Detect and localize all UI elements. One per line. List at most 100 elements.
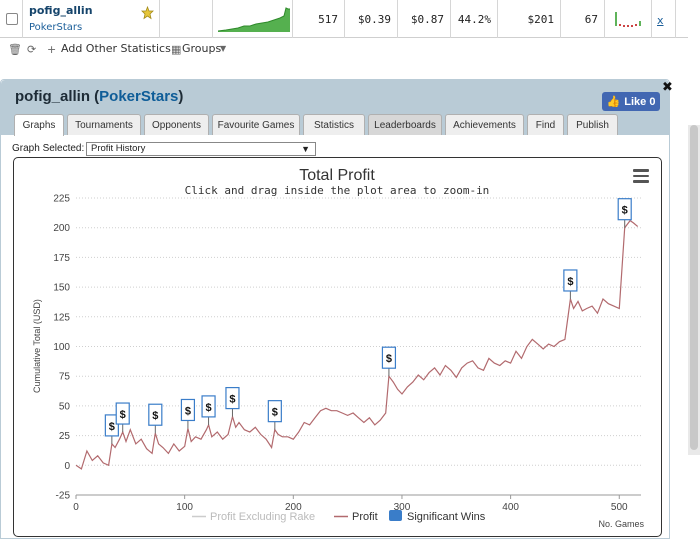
y-tick-label: 100 bbox=[53, 342, 70, 353]
tab-find[interactable]: Find bbox=[527, 114, 564, 135]
avg-profit-cell: $0.39 bbox=[345, 0, 398, 38]
y-tick-label: 150 bbox=[53, 283, 70, 294]
x-tick-label: 0 bbox=[73, 502, 79, 513]
remove-row-link[interactable]: x bbox=[657, 14, 664, 27]
roi-cell: 44.2% bbox=[451, 0, 498, 38]
close-panel-icon[interactable]: ✖ bbox=[662, 80, 673, 95]
tab-graphs[interactable]: Graphs bbox=[14, 114, 64, 136]
groups-icon[interactable]: ▦ bbox=[171, 43, 182, 56]
significant-win-label: $ bbox=[567, 276, 573, 288]
significant-win-label: $ bbox=[229, 394, 235, 406]
graph-selected-label: Graph Selected: bbox=[12, 143, 85, 154]
graph-select-dropdown[interactable]: Profit History ▼ bbox=[86, 142, 316, 156]
refresh-icon[interactable]: ⟳ bbox=[27, 43, 37, 56]
significant-win-flag bbox=[225, 386, 240, 410]
y-axis-label: Cumulative Total (USD) bbox=[32, 299, 42, 393]
significant-win-flag bbox=[104, 414, 119, 437]
results-toolbar: 🗑 ⟳ + Add Other Statistics ▦ Groups ▼ bbox=[0, 40, 688, 58]
thumbs-up-icon: 👍 bbox=[606, 96, 621, 108]
significant-win-label: $ bbox=[386, 353, 392, 365]
sparkline-cell bbox=[605, 0, 652, 38]
chevron-down-icon[interactable]: ▼ bbox=[220, 44, 227, 53]
player-panel: pofig_allin (PokerStars) 👍 Like 0 Graphs… bbox=[0, 79, 670, 539]
facebook-like-button[interactable]: 👍 Like 0 bbox=[602, 92, 660, 111]
panel-title: pofig_allin (PokerStars) bbox=[15, 88, 184, 105]
tab-leaderboards[interactable]: Leaderboards bbox=[368, 114, 442, 135]
panel-site-link[interactable]: PokerStars bbox=[99, 88, 179, 105]
mini-graph-cell bbox=[213, 0, 293, 38]
significant-win-label: $ bbox=[120, 409, 126, 421]
avg-stake-cell: $0.87 bbox=[398, 0, 451, 38]
significant-win-label: $ bbox=[109, 421, 115, 433]
significant-win-flag bbox=[267, 400, 282, 423]
significant-win-label: $ bbox=[622, 205, 628, 217]
tab-publish[interactable]: Publish bbox=[567, 114, 618, 135]
like-label: Like 0 bbox=[624, 95, 656, 108]
ability-cell: 67 bbox=[561, 0, 605, 38]
scrollbar-thumb[interactable] bbox=[690, 125, 698, 450]
significant-win-label: $ bbox=[272, 407, 278, 419]
significant-win-label: $ bbox=[185, 405, 191, 417]
y-tick-label: -25 bbox=[56, 491, 71, 502]
chart-title: Total Profit bbox=[299, 167, 375, 184]
y-tick-label: 125 bbox=[53, 312, 70, 323]
chart-subtitle: Click and drag inside the plot area to z… bbox=[185, 184, 490, 197]
significant-win-label: $ bbox=[152, 410, 158, 422]
y-tick-label: 175 bbox=[53, 253, 70, 264]
legend-excl-rake-label: Profit Excluding Rake bbox=[210, 511, 315, 523]
profit-series-line bbox=[75, 219, 639, 470]
row-checkbox[interactable] bbox=[6, 13, 18, 25]
tab-opponents[interactable]: Opponents bbox=[144, 114, 209, 135]
x-tick-label: 200 bbox=[285, 502, 302, 513]
x-tick-label: 500 bbox=[611, 502, 628, 513]
y-tick-label: 50 bbox=[59, 401, 71, 412]
y-tick-label: 75 bbox=[59, 372, 71, 383]
tab-statistics[interactable]: Statistics bbox=[303, 114, 365, 135]
legend-significant-label: Significant Wins bbox=[407, 511, 486, 523]
y-tick-label: 25 bbox=[59, 431, 71, 442]
groups-dropdown[interactable]: Groups bbox=[182, 42, 222, 55]
x-tick-label: 100 bbox=[176, 502, 193, 513]
plus-icon[interactable]: + bbox=[47, 43, 57, 56]
remove-cell bbox=[652, 0, 676, 38]
significant-win-flag bbox=[381, 346, 397, 369]
tab-favourite-games[interactable]: Favourite Games bbox=[212, 114, 300, 135]
results-table-row: pofig_allin PokerStars 517 $0.39 $0.87 4… bbox=[0, 0, 688, 38]
checkbox-cell bbox=[0, 0, 23, 38]
y-tick-label: 200 bbox=[53, 223, 70, 234]
add-other-statistics-link[interactable]: Add Other Statistics bbox=[61, 42, 171, 55]
mini-profit-graph[interactable] bbox=[218, 6, 290, 32]
games-cell: 517 bbox=[293, 0, 345, 38]
page-scrollbar[interactable] bbox=[688, 125, 700, 455]
y-tick-label: 225 bbox=[53, 194, 70, 205]
significant-win-flag bbox=[617, 198, 632, 221]
chart-container: Total Profit Click and drag inside the pl… bbox=[13, 157, 662, 537]
significant-win-flag bbox=[563, 269, 578, 292]
tab-tournaments[interactable]: Tournaments bbox=[67, 114, 141, 135]
legend-significant-swatch bbox=[389, 510, 402, 521]
panel-player-name: pofig_allin bbox=[15, 88, 90, 105]
chart-menu-icon[interactable] bbox=[633, 169, 649, 183]
legend-profit-label: Profit bbox=[352, 511, 378, 523]
panel-header: pofig_allin (PokerStars) 👍 Like 0 bbox=[1, 80, 669, 135]
total-profit-cell: $201 bbox=[498, 0, 561, 38]
significant-win-flag bbox=[201, 395, 216, 418]
trophy-icon bbox=[141, 6, 154, 20]
dropdown-arrow-icon: ▼ bbox=[301, 144, 310, 154]
x-tick-label: 300 bbox=[394, 502, 411, 513]
y-tick-label: 0 bbox=[64, 461, 70, 472]
significant-win-flag bbox=[115, 402, 130, 425]
tab-achievements[interactable]: Achievements bbox=[445, 114, 524, 135]
significant-win-flag bbox=[148, 403, 163, 426]
graph-select-value: Profit History bbox=[91, 143, 146, 154]
significant-win-label: $ bbox=[205, 402, 211, 414]
blank-cell bbox=[160, 0, 213, 38]
player-name-link[interactable]: pofig_allin bbox=[29, 4, 93, 17]
player-cell bbox=[23, 0, 160, 38]
trash-icon[interactable]: 🗑 bbox=[8, 43, 22, 56]
x-axis-label: No. Games bbox=[598, 519, 644, 529]
significant-win-flag bbox=[180, 398, 196, 422]
recent-results-sparkline bbox=[615, 12, 641, 27]
player-site-link[interactable]: PokerStars bbox=[29, 22, 83, 33]
